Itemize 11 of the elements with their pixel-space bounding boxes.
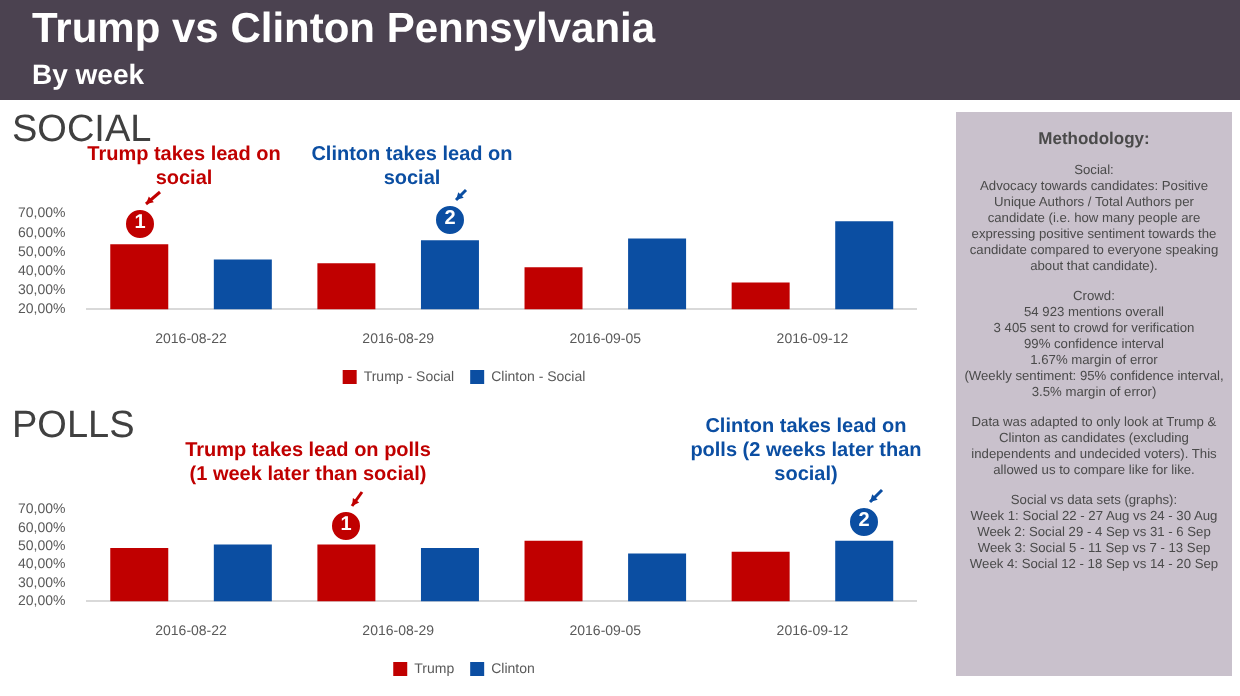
text: Methodology: <box>1036 128 1152 150</box>
text: Clinton takes lead on social <box>309 144 515 192</box>
number-badge: 2 <box>848 506 880 538</box>
text: Clinton takes lead on polls (2 weeks later than social) <box>688 416 924 488</box>
text: By week <box>32 58 145 90</box>
text: Trump vs Clinton Pennsylvania <box>32 6 656 54</box>
text: Trump takes lead on polls (1 week later than social) <box>183 440 433 488</box>
number-badge: 2 <box>434 204 466 236</box>
number-badge: 1 <box>330 510 362 542</box>
chart-title: POLLS <box>12 405 135 448</box>
number-badge: 1 <box>124 208 156 240</box>
